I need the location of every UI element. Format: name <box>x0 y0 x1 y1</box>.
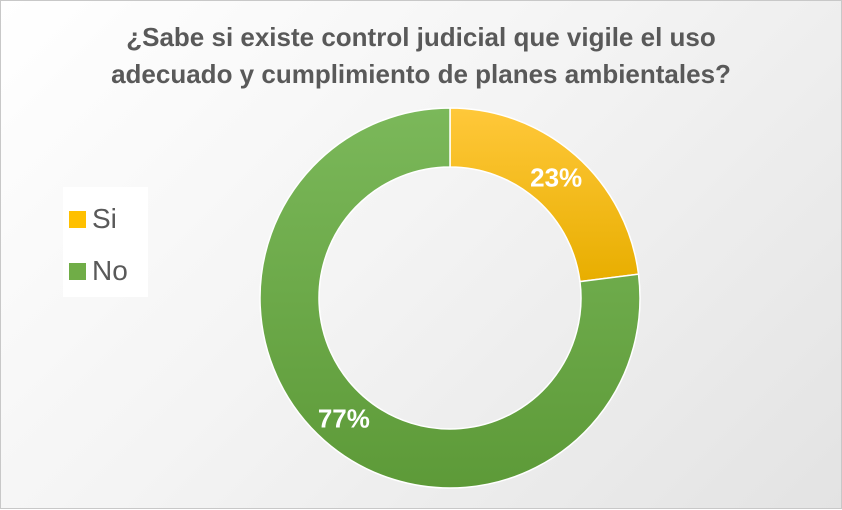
slice-si <box>449 107 640 283</box>
legend-swatch-no <box>69 262 86 280</box>
slice-no <box>259 107 641 489</box>
data-label-no: 77% <box>318 403 370 433</box>
data-label-si: 23% <box>530 163 582 193</box>
chart-title: ¿Sabe si existe control judicial que vig… <box>111 22 731 89</box>
legend-item-no: No <box>69 255 128 287</box>
legend: Si No <box>63 187 148 297</box>
legend-swatch-si <box>69 210 86 228</box>
legend-label-si: Si <box>92 203 117 234</box>
legend-item-si: Si <box>69 203 117 235</box>
legend-label-no: No <box>92 255 128 286</box>
